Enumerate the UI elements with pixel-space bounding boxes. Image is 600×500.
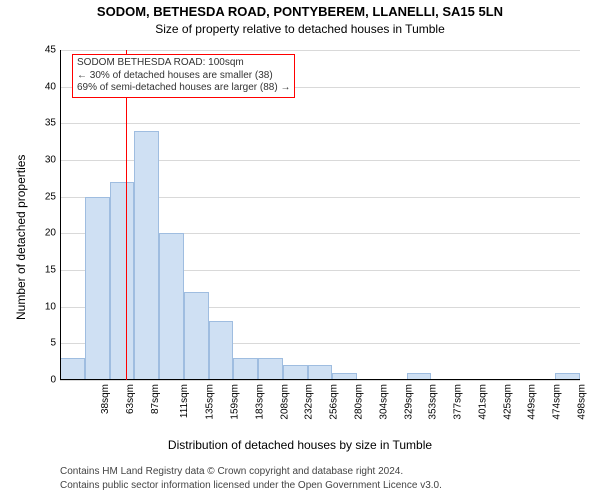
chart-title: SODOM, BETHESDA ROAD, PONTYBEREM, LLANEL… (0, 4, 600, 19)
x-axis (60, 379, 580, 380)
y-tick-label: 40 (45, 81, 56, 92)
x-tick-label: 208sqm (279, 384, 290, 420)
x-tick-label: 401sqm (477, 384, 488, 420)
y-tick-label: 30 (45, 155, 56, 166)
x-axis-label: Distribution of detached houses by size … (0, 438, 600, 452)
x-tick-label: 38sqm (100, 384, 111, 414)
x-tick-label: 256sqm (329, 384, 340, 420)
annotation-box: SODOM BETHESDA ROAD: 100sqm← 30% of deta… (72, 54, 295, 98)
annotation-line: SODOM BETHESDA ROAD: 100sqm (77, 57, 290, 70)
x-tick-label: 498sqm (576, 384, 587, 420)
property-marker-line (126, 50, 127, 380)
y-tick-label: 25 (45, 191, 56, 202)
plot-area: 05101520253035404538sqm63sqm87sqm111sqm1… (60, 50, 580, 380)
y-tick-label: 35 (45, 118, 56, 129)
x-tick-label: 232sqm (304, 384, 315, 420)
histogram-bar (60, 358, 85, 380)
x-tick-label: 280sqm (354, 384, 365, 420)
y-tick-label: 0 (50, 375, 56, 386)
histogram-bar (159, 233, 184, 380)
footer-line-2: Contains public sector information licen… (60, 480, 442, 491)
x-tick-label: 377sqm (453, 384, 464, 420)
y-axis (60, 50, 61, 380)
footer-line-1: Contains HM Land Registry data © Crown c… (60, 466, 403, 477)
y-tick-label: 45 (45, 45, 56, 56)
histogram-bar (184, 292, 209, 380)
x-tick-label: 159sqm (230, 384, 241, 420)
gridline (60, 123, 580, 124)
histogram-bar (308, 365, 333, 380)
histogram-bar (134, 131, 159, 380)
y-axis-label: Number of detached properties (14, 155, 28, 320)
chart-subtitle: Size of property relative to detached ho… (0, 22, 600, 36)
annotation-line: ← 30% of detached houses are smaller (38… (77, 70, 290, 83)
x-tick-label: 183sqm (255, 384, 266, 420)
histogram-bar (233, 358, 258, 380)
y-tick-label: 10 (45, 301, 56, 312)
gridline (60, 50, 580, 51)
x-tick-label: 135sqm (205, 384, 216, 420)
x-tick-label: 474sqm (552, 384, 563, 420)
y-tick-label: 20 (45, 228, 56, 239)
x-tick-label: 111sqm (179, 384, 190, 418)
x-tick-label: 63sqm (125, 384, 136, 414)
annotation-line: 69% of semi-detached houses are larger (… (77, 82, 290, 95)
histogram-bar (209, 321, 234, 380)
x-tick-label: 425sqm (502, 384, 513, 420)
histogram-bar (110, 182, 135, 380)
x-tick-label: 87sqm (150, 384, 161, 414)
histogram-bar (258, 358, 283, 380)
histogram-bar (283, 365, 308, 380)
x-tick-label: 353sqm (428, 384, 439, 420)
y-tick-label: 15 (45, 265, 56, 276)
x-tick-label: 304sqm (378, 384, 389, 420)
gridline (60, 380, 580, 381)
x-tick-label: 329sqm (403, 384, 414, 420)
y-tick-label: 5 (50, 338, 56, 349)
histogram-bar (85, 197, 110, 380)
x-tick-label: 449sqm (527, 384, 538, 420)
